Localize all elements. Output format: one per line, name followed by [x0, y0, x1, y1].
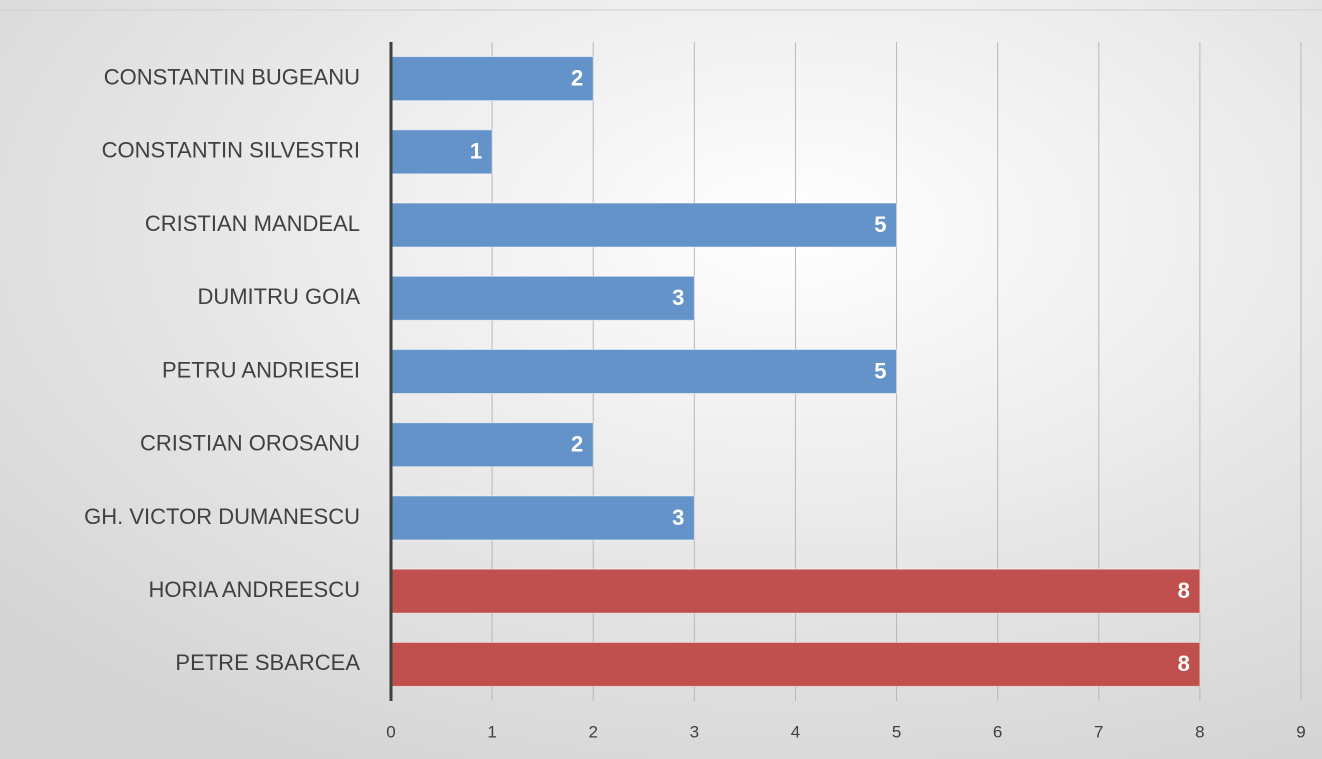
bar: [390, 275, 695, 321]
data-label: 1: [470, 139, 482, 164]
x-tick-label: 7: [1094, 722, 1103, 741]
y-tick-label: DUMITRU GOIA: [197, 284, 360, 309]
bar: [390, 56, 594, 102]
y-tick-label: CRISTIAN MANDEAL: [145, 211, 360, 236]
bar: [390, 349, 898, 394]
x-tick-label: 4: [791, 722, 800, 741]
bar: [390, 568, 1201, 614]
y-tick-label: CONSTANTIN SILVESTRI: [102, 138, 360, 163]
x-tick-label: 0: [386, 722, 395, 741]
x-tick-label: 8: [1195, 722, 1204, 741]
bar: [390, 641, 1201, 687]
y-tick-label: PETRE SBARCEA: [175, 650, 360, 675]
bar: [390, 129, 493, 175]
data-label: 2: [571, 432, 583, 457]
x-tick-label: 5: [892, 722, 901, 741]
x-tick-label: 2: [588, 722, 597, 741]
data-label: 8: [1178, 651, 1190, 676]
data-label: 5: [874, 358, 886, 383]
x-tick-label: 6: [993, 722, 1002, 741]
bar: [390, 495, 695, 541]
data-label: 8: [1178, 578, 1190, 603]
data-label: 3: [672, 285, 684, 310]
x-tick-label: 9: [1296, 722, 1305, 741]
y-tick-label: PETRU ANDRIESEI: [162, 357, 360, 382]
y-tick-label: CONSTANTIN BUGEANU: [104, 64, 360, 89]
y-tick-label: CRISTIAN OROSANU: [140, 431, 360, 456]
y-tick-label: HORIA ANDREESCU: [149, 577, 361, 602]
bar: [390, 422, 594, 468]
data-label: 5: [874, 212, 886, 237]
bar: [390, 202, 898, 248]
data-label: 2: [571, 65, 583, 90]
y-tick-label: GH. VICTOR DUMANESCU: [84, 504, 360, 529]
data-label: 3: [672, 505, 684, 530]
x-tick-label: 1: [487, 722, 496, 741]
x-tick-label: 3: [690, 722, 699, 741]
